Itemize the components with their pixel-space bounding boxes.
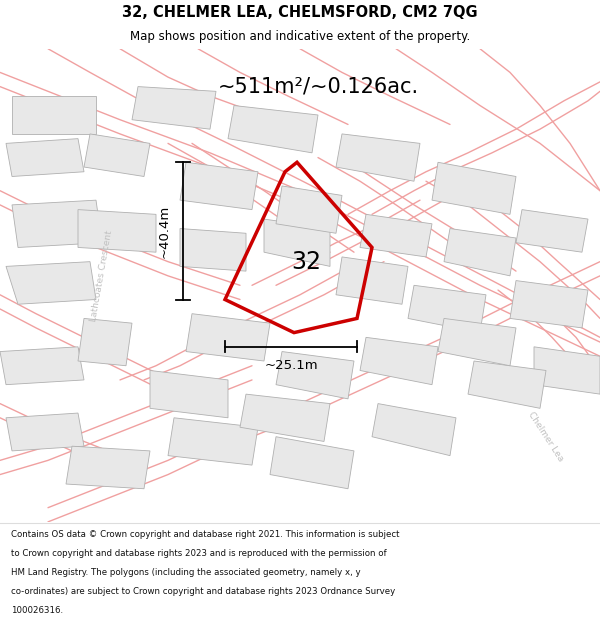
Polygon shape (180, 162, 258, 209)
Polygon shape (432, 162, 516, 214)
Polygon shape (270, 437, 354, 489)
Polygon shape (132, 87, 216, 129)
Text: 100026316.: 100026316. (11, 606, 63, 616)
Polygon shape (84, 134, 150, 176)
Polygon shape (510, 281, 588, 328)
Polygon shape (180, 229, 246, 271)
Polygon shape (276, 351, 354, 399)
Polygon shape (360, 338, 438, 384)
Text: co-ordinates) are subject to Crown copyright and database rights 2023 Ordnance S: co-ordinates) are subject to Crown copyr… (11, 588, 395, 596)
Polygon shape (168, 418, 258, 465)
Polygon shape (534, 347, 600, 394)
Polygon shape (0, 347, 84, 384)
Polygon shape (66, 446, 150, 489)
Text: 32: 32 (291, 249, 321, 274)
Polygon shape (186, 314, 270, 361)
Polygon shape (240, 394, 330, 441)
Polygon shape (12, 96, 96, 134)
Polygon shape (78, 209, 156, 252)
Text: ~40.4m: ~40.4m (158, 204, 171, 258)
Text: ~511m²/~0.126ac.: ~511m²/~0.126ac. (217, 77, 419, 97)
Text: ~25.1m: ~25.1m (264, 359, 318, 372)
Text: Chelmer Lea: Chelmer Lea (527, 410, 565, 463)
Polygon shape (150, 371, 228, 418)
Text: HM Land Registry. The polygons (including the associated geometry, namely x, y: HM Land Registry. The polygons (includin… (11, 568, 361, 578)
Polygon shape (78, 318, 132, 366)
Polygon shape (444, 229, 516, 276)
Polygon shape (6, 262, 96, 304)
Text: 32, CHELMER LEA, CHELMSFORD, CM2 7QG: 32, CHELMER LEA, CHELMSFORD, CM2 7QG (122, 4, 478, 19)
Polygon shape (360, 214, 432, 257)
Polygon shape (372, 404, 456, 456)
Polygon shape (336, 257, 408, 304)
Text: Lathcoates Crescent: Lathcoates Crescent (89, 229, 115, 322)
Polygon shape (6, 413, 84, 451)
Polygon shape (6, 139, 84, 176)
Polygon shape (408, 285, 486, 332)
Text: Contains OS data © Crown copyright and database right 2021. This information is : Contains OS data © Crown copyright and d… (11, 530, 400, 539)
Polygon shape (276, 186, 342, 233)
Polygon shape (12, 200, 102, 248)
Text: Map shows position and indicative extent of the property.: Map shows position and indicative extent… (130, 30, 470, 43)
Polygon shape (264, 219, 330, 266)
Polygon shape (516, 209, 588, 252)
Polygon shape (228, 106, 318, 153)
Polygon shape (336, 134, 420, 181)
Polygon shape (438, 318, 516, 366)
Text: to Crown copyright and database rights 2023 and is reproduced with the permissio: to Crown copyright and database rights 2… (11, 549, 386, 558)
Polygon shape (468, 361, 546, 408)
